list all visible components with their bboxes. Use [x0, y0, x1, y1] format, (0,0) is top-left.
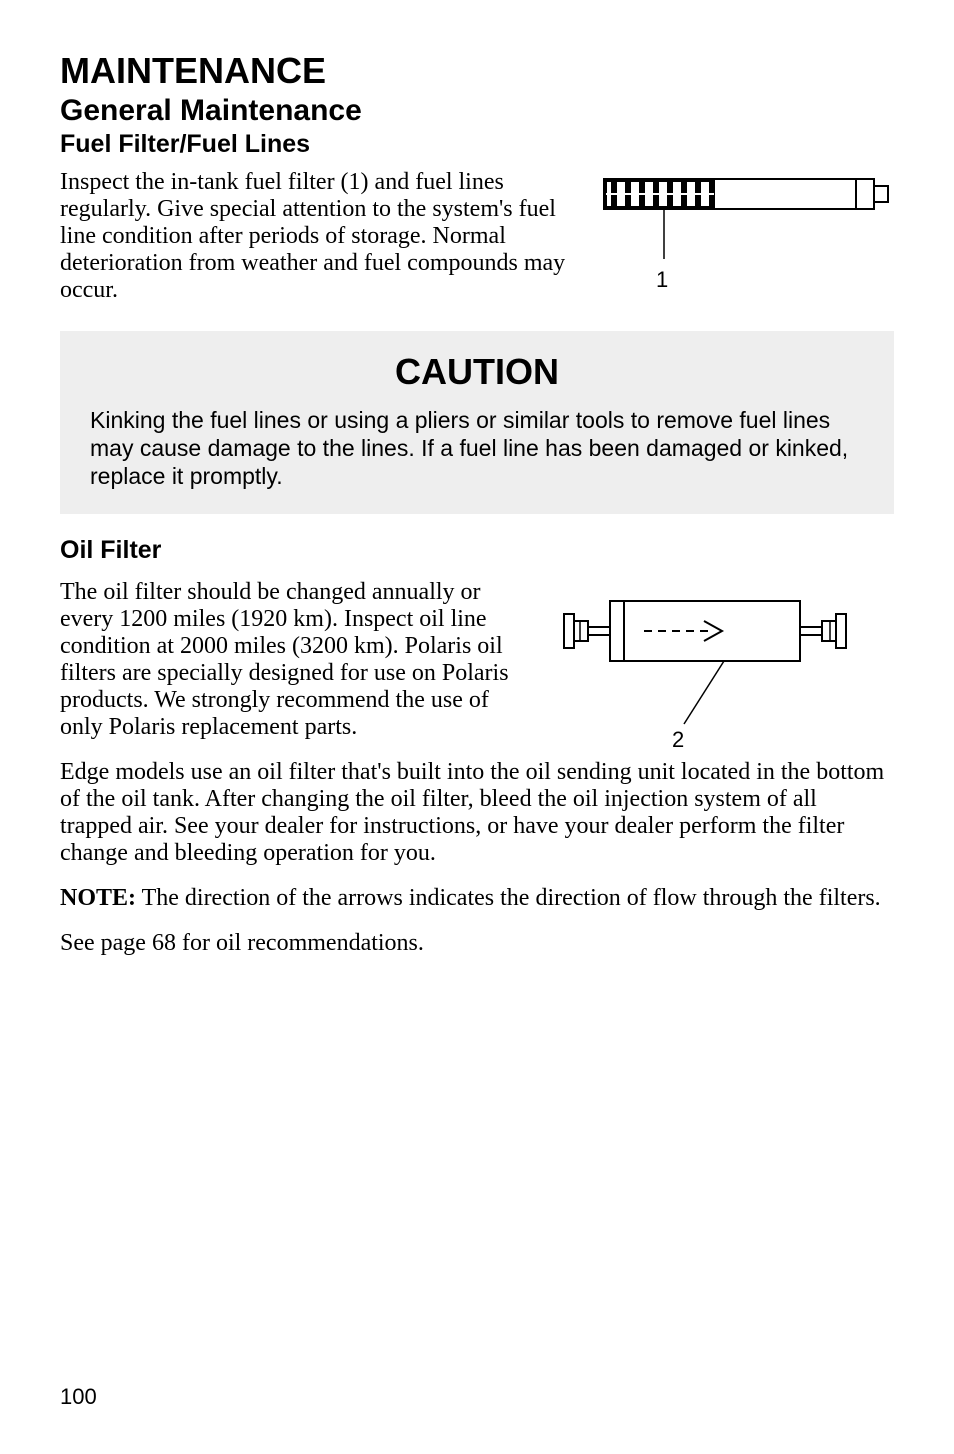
page-number: 100 [60, 1384, 97, 1410]
caution-body: Kinking the fuel lines or using a pliers… [90, 407, 864, 490]
paragraph-oil-filter-2: Edge models use an oil filter that's bui… [60, 759, 894, 867]
oil-filter-callout-2: 2 [672, 727, 684, 752]
paragraph-note: NOTE: The direction of the arrows indica… [60, 885, 894, 912]
heading-general-maintenance: General Maintenance [60, 94, 894, 128]
fuel-filter-diagram-svg: 1 [594, 169, 894, 299]
fuel-filter-callout-1: 1 [656, 267, 668, 292]
heading-oil-filter: Oil Filter [60, 536, 894, 565]
paragraph-see-page: See page 68 for oil recommendations. [60, 930, 894, 957]
figure-fuel-filter: 1 [594, 169, 894, 299]
paragraph-fuel-filter: Inspect the in-tank fuel filter (1) and … [60, 169, 574, 303]
heading-maintenance: MAINTENANCE [60, 50, 894, 92]
note-text: The direction of the arrows indicates th… [136, 885, 881, 911]
caution-title: CAUTION [90, 351, 864, 393]
paragraph-oil-filter-1: The oil filter should be changed annuall… [60, 579, 524, 740]
oil-filter-diagram-svg: 2 [554, 579, 894, 759]
note-label: NOTE: [60, 885, 136, 911]
heading-fuel-filter: Fuel Filter/Fuel Lines [60, 130, 894, 159]
figure-oil-filter: 2 [554, 579, 894, 759]
caution-box: CAUTION Kinking the fuel lines or using … [60, 331, 894, 514]
